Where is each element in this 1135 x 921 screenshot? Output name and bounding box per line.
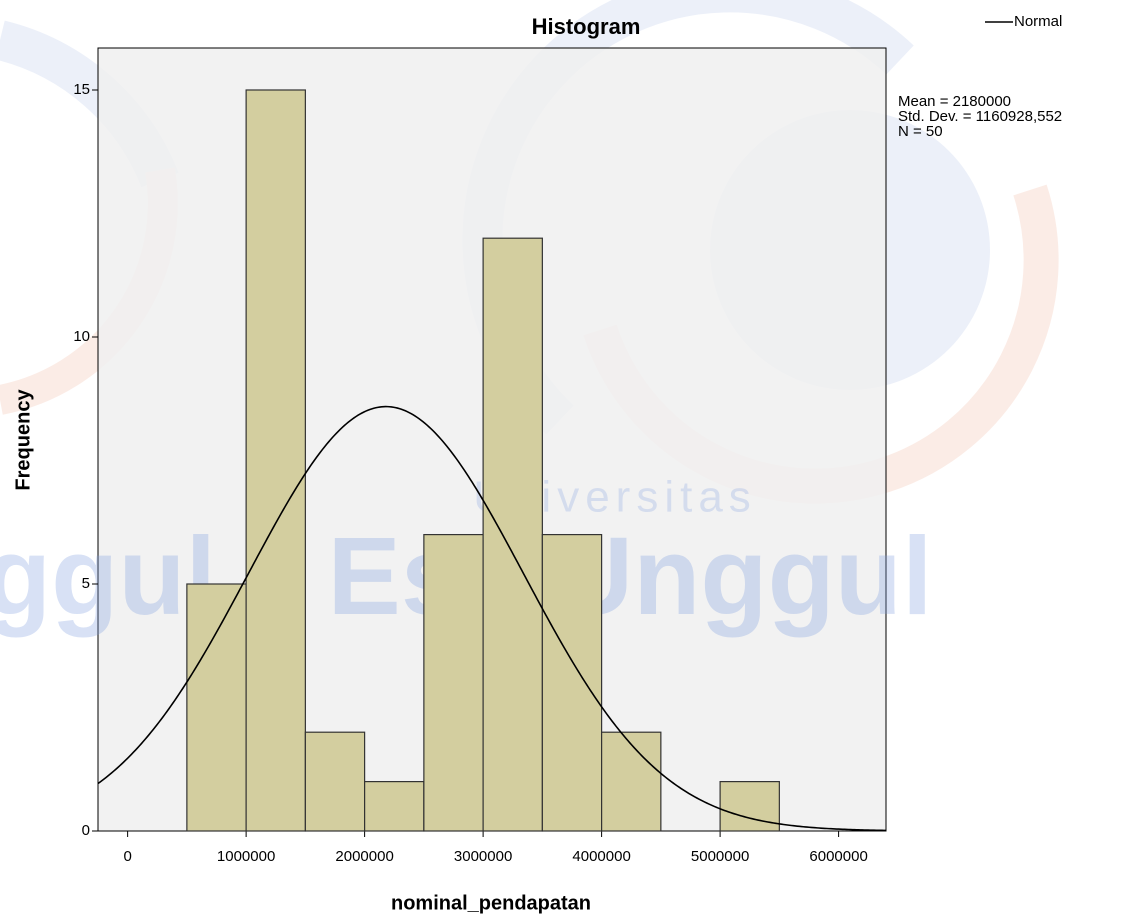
bar: [483, 238, 542, 831]
y-tick-label: 15: [73, 81, 90, 98]
bar: [365, 782, 424, 831]
bar: [187, 584, 246, 831]
x-tick-label: 0: [123, 848, 131, 865]
y-tick-label: 10: [73, 328, 90, 345]
bar: [542, 535, 601, 831]
bar: [424, 535, 483, 831]
chart-title: Histogram: [532, 14, 641, 39]
watermark-text: ggul: [0, 515, 216, 638]
y-tick-label: 5: [82, 575, 90, 592]
x-axis-label: nominal_pendapatan: [391, 892, 591, 914]
bar: [305, 732, 364, 831]
chart: ggulEsa UnggulUniversitas Histogram nomi…: [0, 0, 1135, 921]
x-tick-label: 1000000: [217, 848, 275, 865]
x-tick-label: 6000000: [809, 848, 867, 865]
bar: [720, 782, 779, 831]
y-axis-label: Frequency: [12, 389, 34, 491]
bar: [602, 732, 661, 831]
y-tick-label: 0: [82, 822, 90, 839]
x-tick-label: 5000000: [691, 848, 749, 865]
x-tick-label: 2000000: [335, 848, 393, 865]
x-tick-label: 4000000: [572, 848, 630, 865]
watermark-text: Esa Unggul: [327, 515, 932, 638]
stat-n: N = 50: [898, 123, 943, 140]
bar: [246, 90, 305, 831]
legend-label: Normal: [1014, 13, 1062, 30]
x-tick-label: 3000000: [454, 848, 512, 865]
